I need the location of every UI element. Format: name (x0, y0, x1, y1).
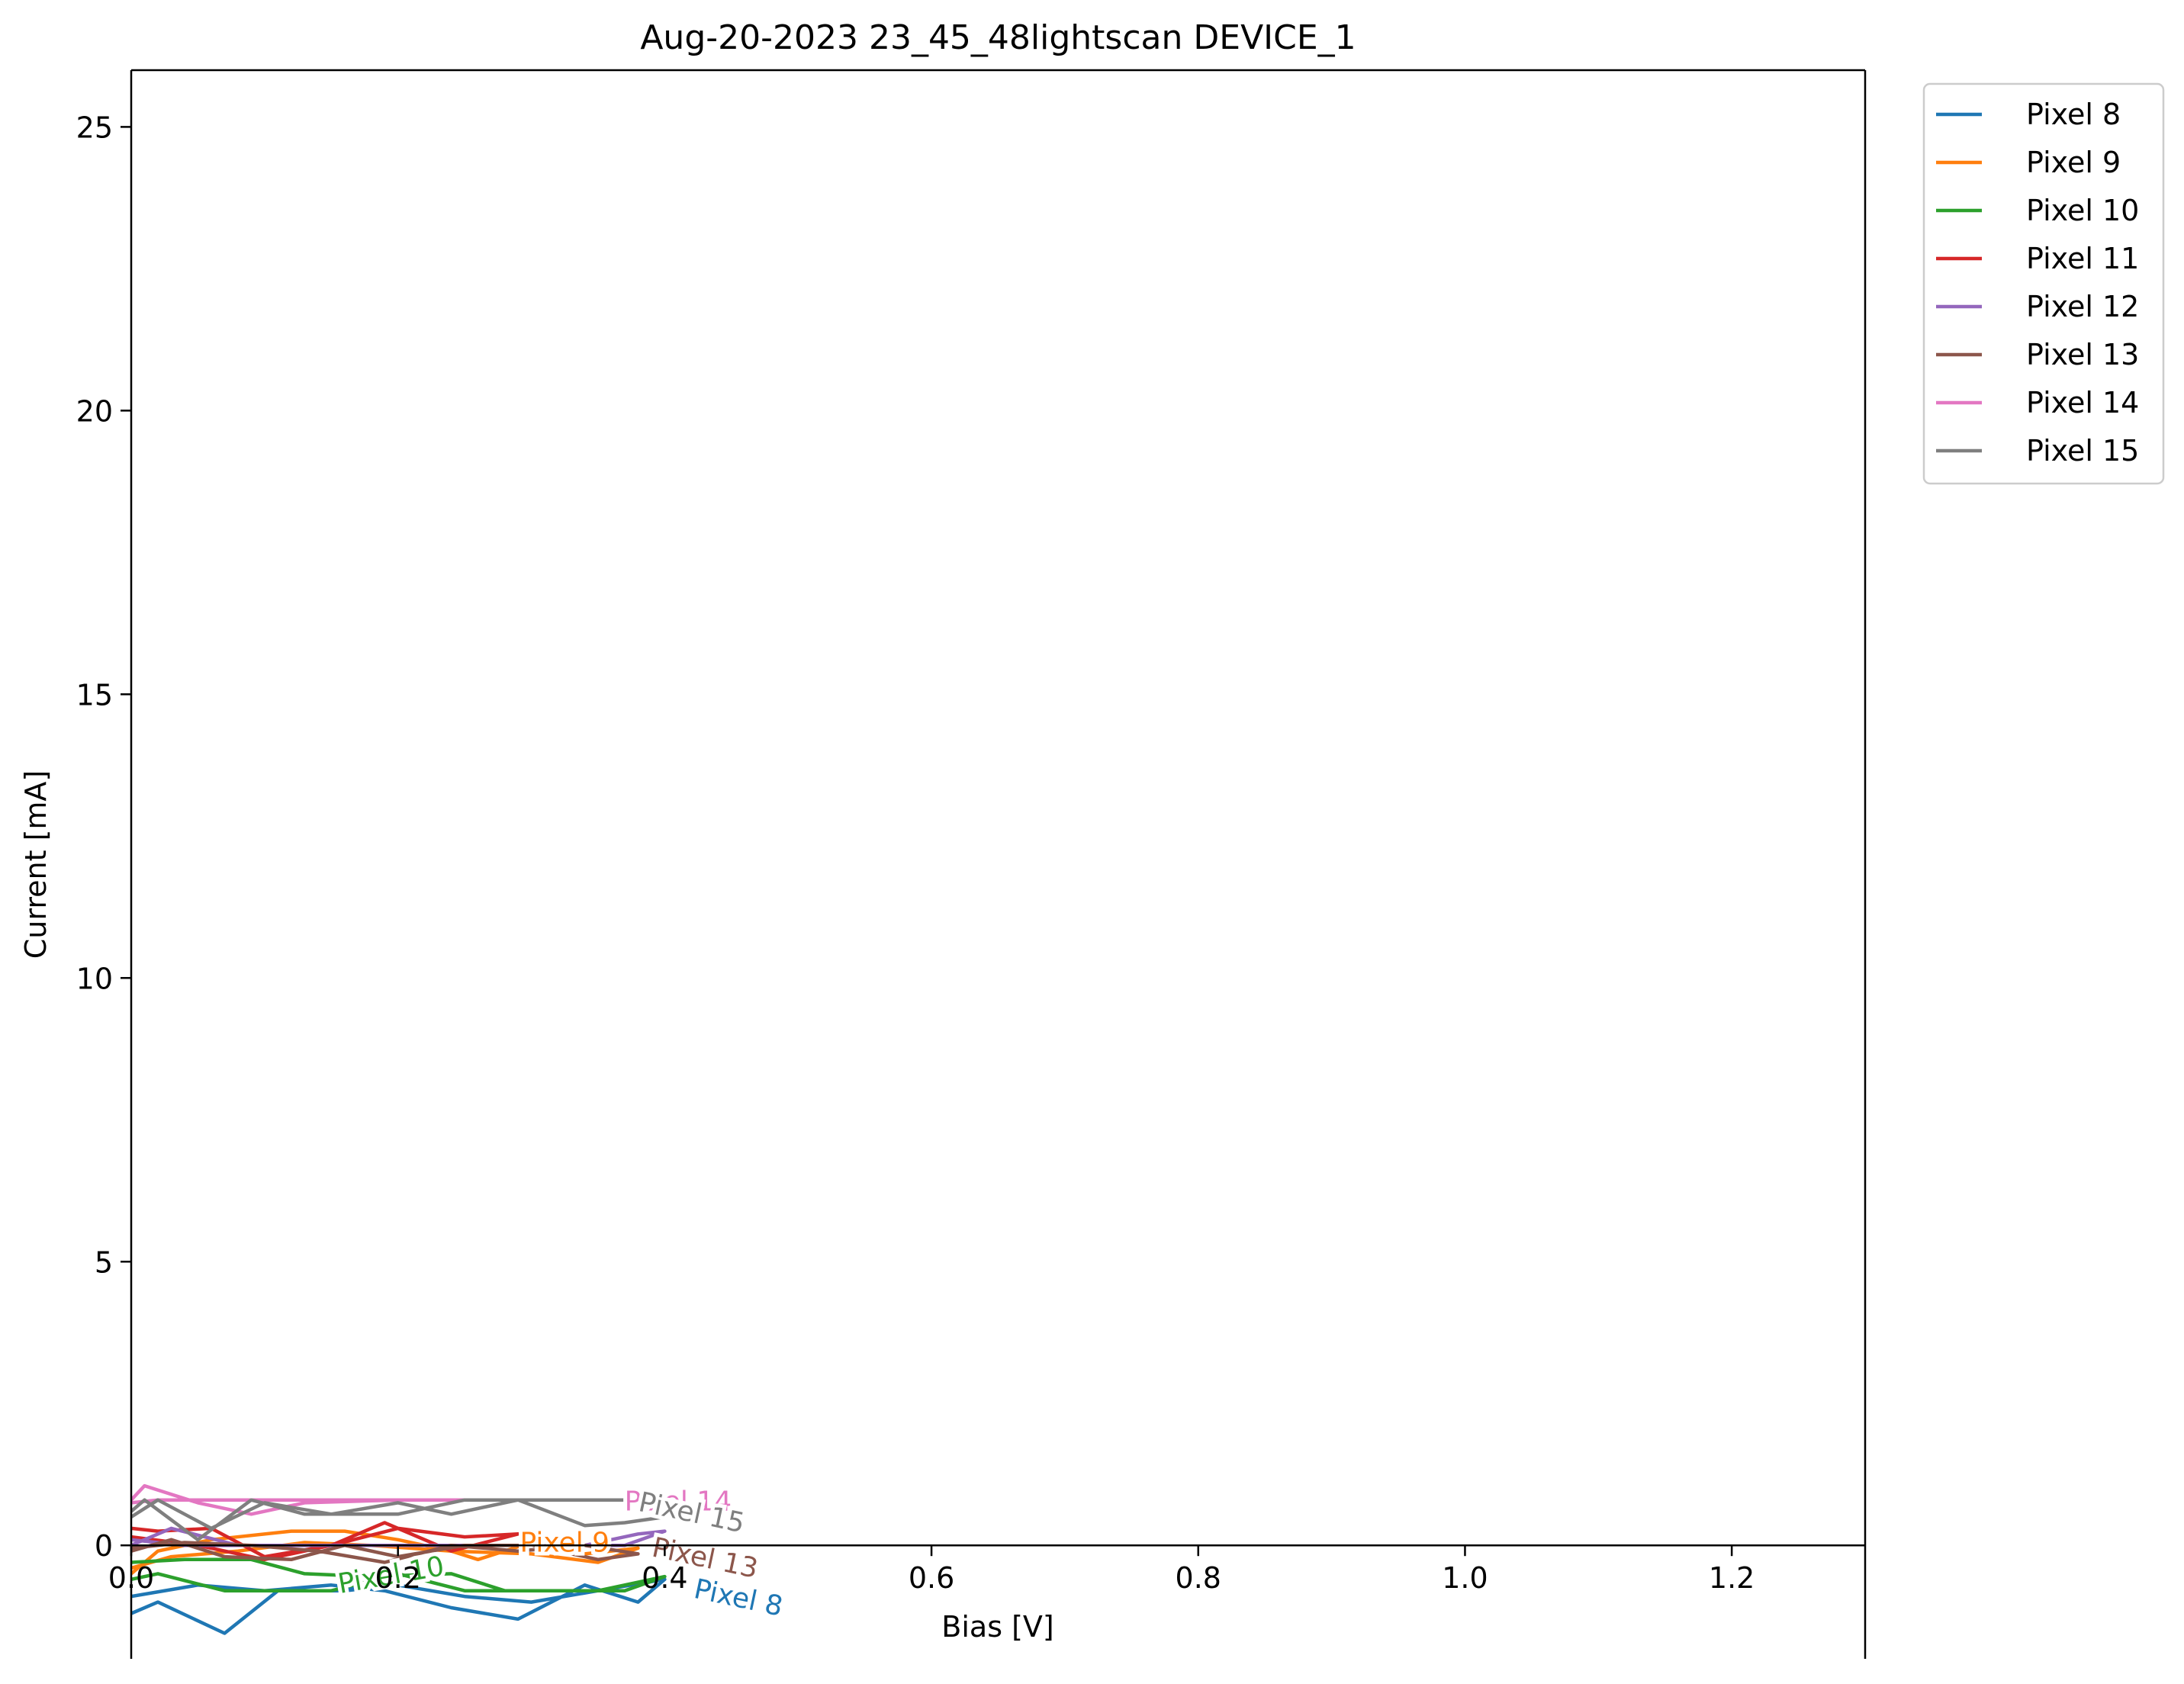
series-line-10 (131, 1557, 667, 1592)
legend: Pixel 8 Pixel 9 Pixel 10 Pixel 11 Pixel 12 Pi… (1922, 82, 2165, 485)
x-tick-label: 0.0 (108, 1561, 154, 1595)
y-tick-label: 15 (76, 678, 113, 712)
legend-entry: Pixel 11 (2026, 242, 2139, 275)
inline-label: Pixel 14 (625, 1486, 732, 1517)
legend-entry: Pixel 9 (2026, 146, 2121, 179)
series-line-13 (131, 1538, 640, 1564)
legend-entry: Pixel 15 (2026, 434, 2139, 468)
y-tick-label: 10 (76, 962, 113, 995)
y-axis-label: Current [mA] (19, 770, 53, 959)
inline-label: Pixel 9 (519, 1528, 610, 1559)
legend-entry: Pixel 14 (2026, 386, 2139, 419)
x-tick-label: 0.4 (642, 1561, 687, 1595)
x-tick-label: 1.2 (1709, 1561, 1755, 1595)
x-tick-label: 0.2 (375, 1561, 420, 1595)
x-tick-label: 1.0 (1442, 1561, 1488, 1595)
legend-entry: Pixel 12 (2026, 290, 2139, 323)
legend-entry: Pixel 10 (2026, 194, 2139, 227)
x-tick-label: 0.6 (909, 1561, 954, 1595)
series-line-15 (131, 1498, 667, 1542)
series-line-9 (131, 1529, 640, 1576)
y-tick-label: 5 (95, 1245, 113, 1279)
legend-box (1922, 82, 2165, 485)
legend-entry: Pixel 13 (2026, 338, 2139, 371)
y-tick-label: 0 (95, 1529, 113, 1563)
legend-entry: Pixel 8 (2026, 98, 2121, 131)
x-tick-label: 0.8 (1176, 1561, 1221, 1595)
axes-layer: 0.0 0.2 0.4 0.6 0.8 1.0 1.2 0 5 10 15 20 25 (76, 69, 1867, 1659)
chart-title: Aug-20-2023 23_45_48lightscan DEVICE_1 (640, 18, 1356, 57)
y-tick-label: 20 (76, 394, 113, 428)
x-axis-label: Bias [V] (941, 1610, 1053, 1644)
y-tick-label: 25 (76, 111, 113, 144)
